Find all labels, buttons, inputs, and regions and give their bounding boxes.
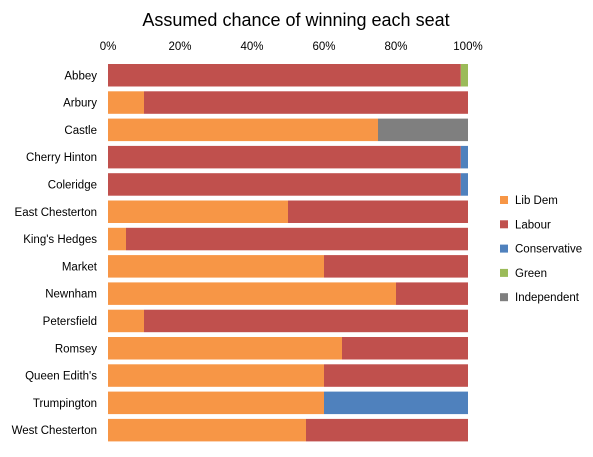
legend-label: Independent xyxy=(515,292,580,304)
x-tick-label: 100% xyxy=(453,41,482,53)
category-label: Arbury xyxy=(63,98,97,110)
bar-segment xyxy=(108,227,126,251)
bar-segment xyxy=(108,364,324,387)
bar-segment xyxy=(108,118,378,142)
category-label: Petersfield xyxy=(43,316,97,328)
legend-swatch xyxy=(500,244,508,253)
x-axis: 0% 20% 40% 60% 80% 100% xyxy=(100,41,483,53)
bar-segment xyxy=(108,309,144,333)
bar-segment xyxy=(108,91,144,114)
bar-segment xyxy=(144,91,468,114)
category-label: Trumpington xyxy=(33,398,97,410)
legend-swatch xyxy=(500,196,508,204)
x-tick-label: 80% xyxy=(384,41,407,53)
bar-segment xyxy=(108,391,324,415)
category-label: Market xyxy=(62,261,98,273)
bar-segment xyxy=(396,282,468,305)
bar-segment xyxy=(108,173,461,196)
legend: Lib Dem Labour Conservative Green Independen… xyxy=(500,195,582,304)
bar-segment xyxy=(108,282,396,305)
bar-segment xyxy=(460,145,468,169)
legend-swatch xyxy=(500,220,508,229)
bar-segment xyxy=(108,337,342,360)
bar-segment xyxy=(144,309,468,333)
legend-swatch xyxy=(500,293,508,302)
category-label: West Chesterton xyxy=(12,425,97,437)
legend-swatch xyxy=(500,268,508,277)
bar-segment xyxy=(342,337,468,360)
category-label: Cherry Hinton xyxy=(26,152,97,164)
x-tick-label: 40% xyxy=(240,41,263,53)
bar-segment xyxy=(108,418,306,442)
bar-segment xyxy=(378,118,468,142)
x-tick-label: 0% xyxy=(100,41,117,53)
category-label: King's Hedges xyxy=(23,234,97,246)
category-label: Castle xyxy=(64,125,97,137)
legend-label: Conservative xyxy=(515,244,582,256)
bar-segment xyxy=(108,255,324,278)
category-labels: Abbey Arbury Castle Cherry Hinton Coleridge E… xyxy=(12,70,98,437)
bar-segment xyxy=(108,64,461,87)
legend-label: Labour xyxy=(515,219,551,231)
category-label: Abbey xyxy=(64,70,97,82)
bar-segment xyxy=(324,391,468,415)
legend-label: Green xyxy=(515,268,547,280)
category-label: Newnham xyxy=(45,289,97,301)
bar-segment xyxy=(126,227,468,251)
category-label: Romsey xyxy=(55,343,97,355)
bar-segment xyxy=(460,64,468,87)
category-label: Coleridge xyxy=(48,179,97,191)
bar-segment xyxy=(306,418,468,442)
bar-segment xyxy=(288,200,468,223)
bar-segment xyxy=(108,200,288,223)
bar-segment xyxy=(324,364,468,387)
chart-title: Assumed chance of winning each seat xyxy=(142,10,449,30)
category-label: East Chesterton xyxy=(15,207,97,219)
category-label: Queen Edith's xyxy=(25,371,97,383)
bar-segment xyxy=(108,145,461,169)
x-tick-label: 20% xyxy=(168,41,191,53)
bar-segment xyxy=(324,255,468,278)
bar-segment xyxy=(460,173,468,196)
legend-label: Lib Dem xyxy=(515,195,558,207)
bars xyxy=(108,64,468,442)
x-tick-label: 60% xyxy=(312,41,335,53)
